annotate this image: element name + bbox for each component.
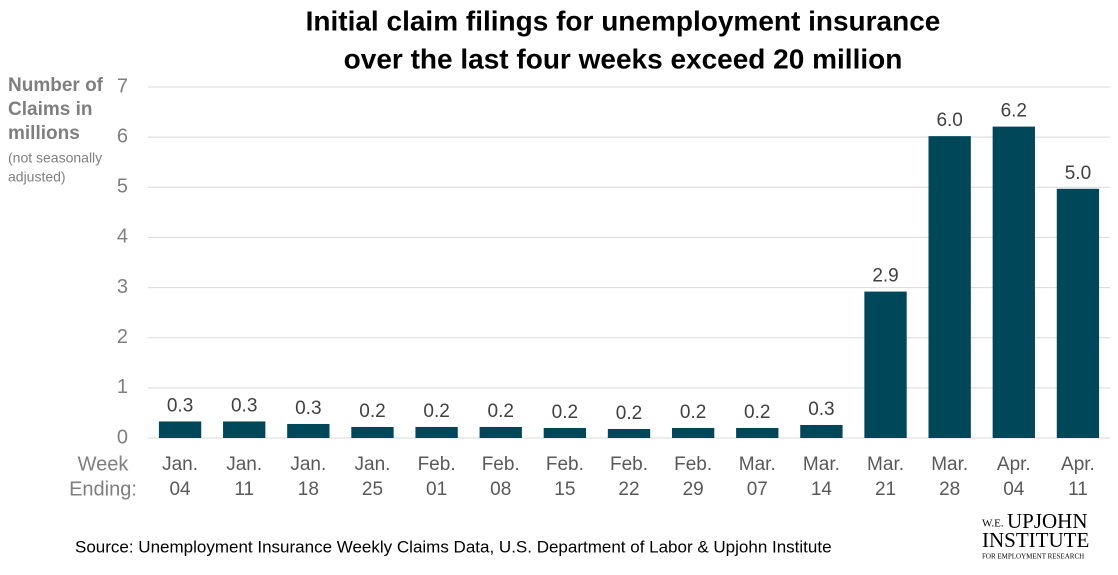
data-label: 0.2 — [552, 402, 578, 423]
y-tick-label: 2 — [117, 326, 128, 348]
y-tick-label: 3 — [117, 276, 128, 298]
y-axis-note: adjusted) — [8, 169, 66, 185]
x-tick-label: Apr. — [997, 454, 1031, 475]
bar — [736, 427, 779, 438]
source-note: Source: Unemployment Insurance Weekly Cl… — [75, 537, 832, 556]
x-tick-label: Feb. — [418, 454, 456, 475]
x-tick-label: Apr. — [1061, 454, 1095, 475]
data-label: 0.2 — [359, 401, 385, 422]
x-tick-label: 28 — [939, 479, 960, 500]
x-tick-label: Jan. — [162, 454, 198, 475]
data-label: 5.0 — [1065, 163, 1091, 184]
x-tick-label: 21 — [875, 479, 896, 500]
x-tick-label: 07 — [747, 479, 768, 500]
y-tick-label: 6 — [117, 125, 128, 147]
x-axis-label: Ending: — [69, 478, 137, 500]
y-tick-label: 0 — [117, 426, 128, 448]
data-label: 6.0 — [936, 110, 962, 131]
logo-line: FOR EMPLOYMENT RESEARCH — [982, 553, 1084, 561]
bar — [415, 426, 458, 438]
x-tick-label: Mar. — [739, 454, 776, 475]
data-label: 2.9 — [872, 266, 898, 287]
x-tick-label: 22 — [618, 479, 639, 500]
data-label: 0.2 — [423, 401, 449, 422]
x-tick-label: 29 — [683, 479, 704, 500]
data-label: 0.3 — [231, 395, 257, 416]
x-tick-label: 04 — [1003, 479, 1025, 500]
x-tick-label: Jan. — [226, 454, 262, 475]
x-tick-label: 11 — [234, 479, 254, 500]
bar — [1056, 188, 1100, 438]
y-axis-note: (not seasonally — [8, 150, 102, 166]
x-tick-label: Feb. — [610, 454, 648, 475]
data-label: 0.2 — [680, 402, 706, 423]
x-tick-label: 15 — [554, 479, 575, 500]
x-tick-label: 08 — [490, 479, 511, 500]
data-label: 0.3 — [167, 395, 193, 416]
x-tick-label: Feb. — [546, 454, 584, 475]
x-tick-label: 18 — [298, 479, 319, 500]
y-axis-label: millions — [8, 123, 80, 144]
x-tick-label: 14 — [811, 479, 833, 500]
x-tick-label: Mar. — [867, 454, 904, 475]
y-tick-label: 1 — [117, 376, 128, 398]
y-tick-label: 7 — [117, 75, 128, 97]
bar — [671, 427, 715, 438]
data-label: 0.2 — [616, 403, 642, 424]
bar — [351, 426, 394, 438]
x-tick-label: Feb. — [674, 454, 712, 475]
bar — [928, 136, 971, 438]
bar — [864, 291, 907, 438]
chart-title: Initial claim filings for unemployment i… — [306, 5, 941, 36]
data-label: 6.2 — [1001, 101, 1027, 122]
x-tick-label: 01 — [426, 479, 447, 500]
logo-prefix: W.E. — [982, 518, 1004, 530]
bar — [992, 126, 1035, 438]
x-tick-label: Jan. — [355, 454, 391, 475]
data-label: 0.2 — [744, 402, 770, 423]
x-tick-label: Mar. — [803, 454, 840, 475]
x-axis-label: Week — [78, 453, 130, 475]
x-tick-label: Mar. — [931, 454, 968, 475]
bar — [223, 421, 266, 438]
logo-name: UPJOHN — [1007, 509, 1088, 533]
data-label: 0.3 — [295, 398, 321, 419]
y-tick-label: 5 — [117, 176, 128, 198]
x-tick-label: 25 — [362, 479, 383, 500]
bar — [479, 426, 522, 438]
y-axis-label: Claims in — [8, 99, 92, 120]
bar — [607, 428, 651, 438]
bar — [287, 423, 330, 438]
x-tick-label: 11 — [1068, 479, 1088, 500]
data-label: 0.3 — [808, 399, 834, 420]
y-axis-label: Number of — [8, 75, 104, 96]
x-tick-label: Feb. — [482, 454, 520, 475]
logo-line: INSTITUTE — [982, 528, 1089, 552]
x-tick-label: Jan. — [290, 454, 326, 475]
bar — [158, 421, 202, 438]
bar — [543, 427, 587, 438]
chart-title: over the last four weeks exceed 20 milli… — [344, 43, 903, 74]
data-label: 0.2 — [488, 401, 514, 422]
x-tick-label: 04 — [169, 479, 191, 500]
y-tick-label: 4 — [117, 226, 128, 248]
bar — [800, 424, 843, 438]
